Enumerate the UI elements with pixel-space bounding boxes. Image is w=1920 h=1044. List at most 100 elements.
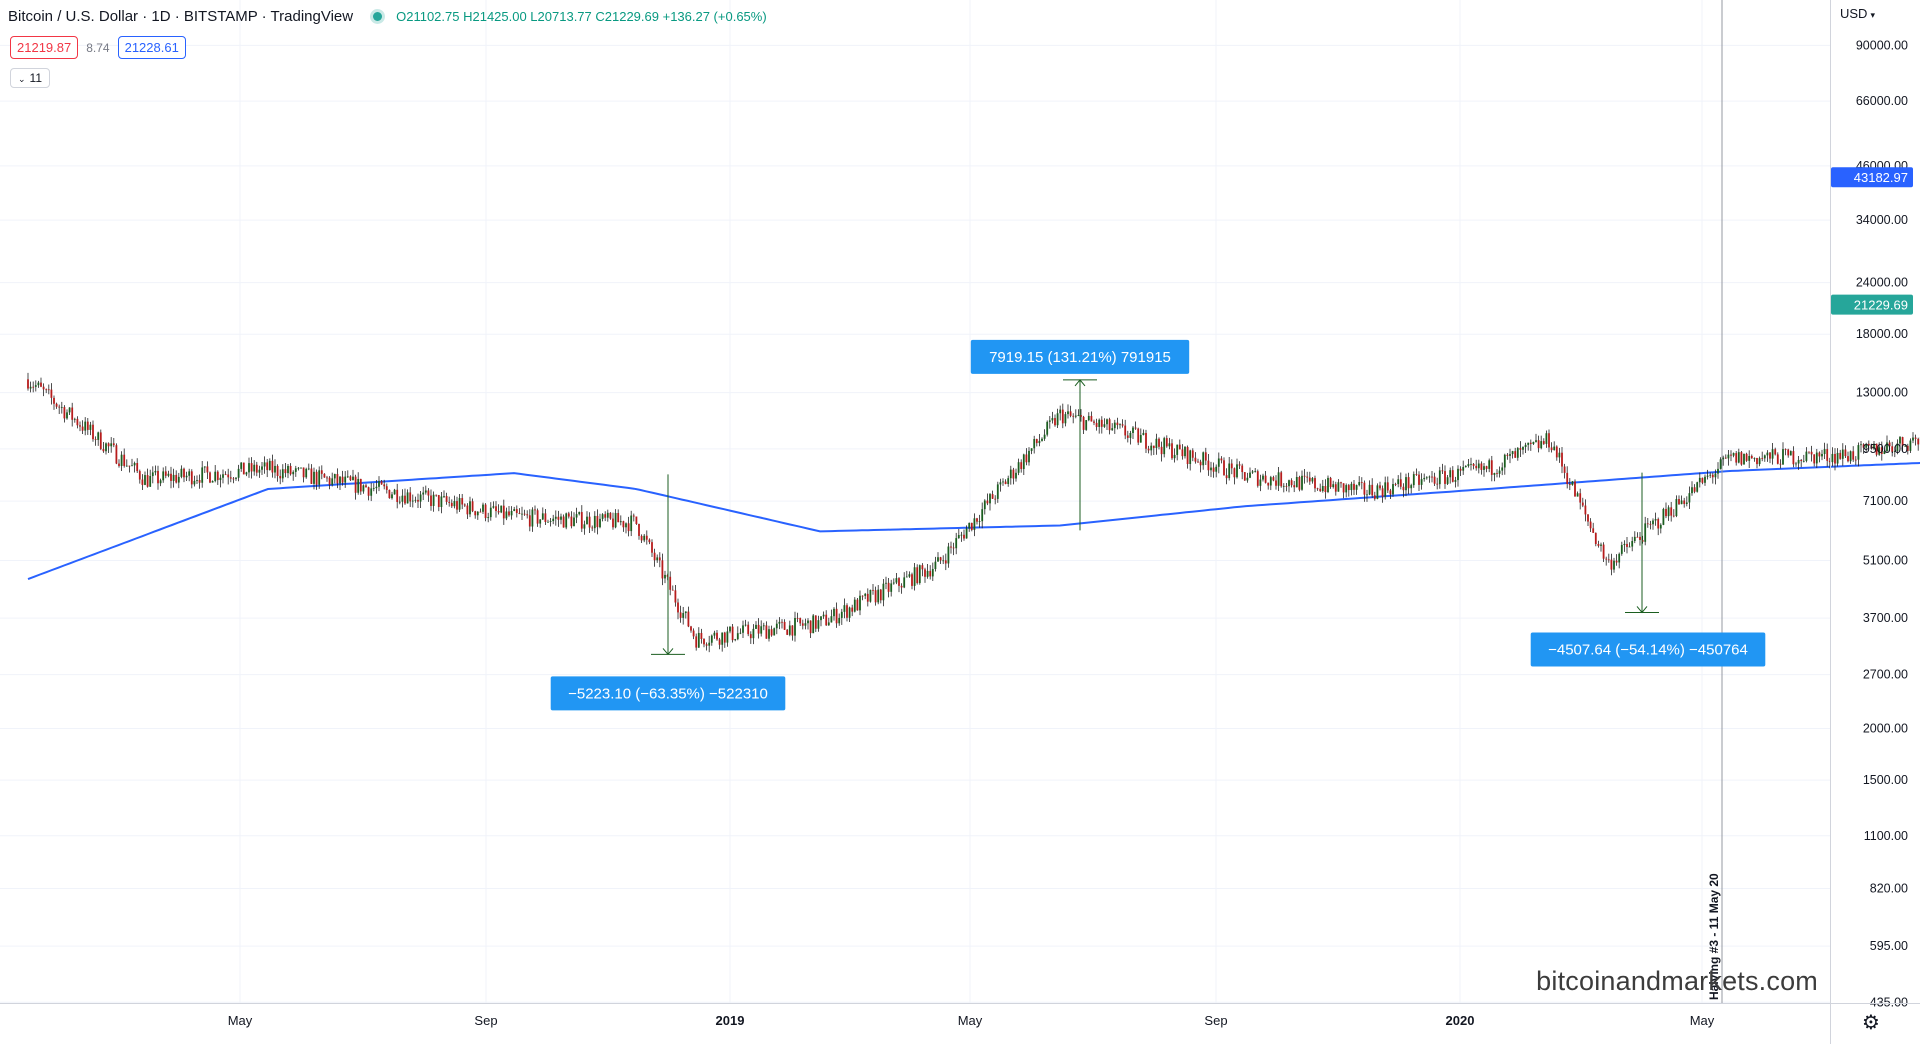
candle-body: [1134, 427, 1137, 429]
candle-body: [869, 589, 872, 602]
candle-body: [305, 468, 308, 478]
candle-body: [1451, 470, 1454, 482]
candle-body: [697, 632, 700, 648]
time-label: May: [1690, 1013, 1715, 1028]
price-tick-label: 90000.00: [1856, 38, 1908, 52]
price-axis-divider: [1830, 0, 1831, 1044]
candle-body: [318, 470, 321, 485]
candle-body: [822, 614, 825, 617]
candle-body: [258, 469, 261, 473]
candle-body: [190, 471, 193, 485]
time-label: Sep: [1204, 1013, 1227, 1028]
candle-body: [630, 515, 633, 532]
candle-body: [1423, 477, 1426, 480]
candle-body: [357, 478, 360, 493]
candle-body: [1093, 421, 1095, 423]
candle-body: [281, 469, 284, 479]
ohlc-readout: O21102.75 H21425.00 L20713.77 C21229.69 …: [396, 9, 767, 24]
candle-body: [976, 518, 978, 522]
candle-body: [255, 464, 258, 473]
candle-body: [1425, 477, 1428, 479]
candle-body: [1340, 482, 1342, 484]
candle-body: [341, 476, 344, 483]
candle-body: [635, 516, 638, 525]
currency-selector[interactable]: USD ▾: [1840, 6, 1875, 21]
gear-icon[interactable]: ⚙: [1862, 1012, 1880, 1034]
candle-body: [1618, 553, 1621, 563]
candle-body: [1623, 543, 1626, 546]
candle-body: [29, 386, 32, 389]
candle-body: [229, 477, 232, 479]
candle-body: [1464, 466, 1467, 468]
candle-body: [448, 501, 451, 503]
candle-body: [1428, 476, 1431, 478]
candle-body: [1285, 485, 1288, 487]
candle-body: [957, 535, 960, 539]
candle-body: [339, 476, 341, 484]
candle-body: [1912, 437, 1914, 441]
candle-body: [994, 498, 997, 500]
candle-body: [63, 407, 66, 419]
candle-body: [1537, 440, 1540, 449]
candle-body: [284, 469, 287, 474]
candle-body: [965, 528, 968, 539]
candle-body: [1891, 446, 1894, 452]
candle-body: [539, 519, 542, 524]
candle-body: [68, 407, 71, 413]
candle-body: [484, 504, 487, 519]
candle-body: [1163, 438, 1166, 455]
candle-body: [1730, 454, 1732, 456]
candle-body: [838, 617, 841, 624]
candle-body: [71, 407, 74, 420]
candle-body: [1805, 451, 1808, 461]
indicators-collapse-button[interactable]: ⌄ 11: [10, 68, 51, 88]
candle-body: [1571, 481, 1574, 485]
candle-body: [323, 473, 326, 478]
candle-body: [183, 468, 185, 478]
symbol-title[interactable]: Bitcoin / U.S. Dollar · 1D · BITSTAMP · …: [8, 8, 354, 25]
candle-body: [476, 511, 479, 516]
candle-body: [734, 639, 737, 641]
candle-body: [1516, 448, 1519, 458]
candle-body: [968, 522, 971, 529]
candle-body: [115, 445, 118, 464]
indicator-right-value[interactable]: 21228.61: [117, 36, 186, 59]
candle-body: [1776, 454, 1779, 464]
candle-body: [1459, 468, 1462, 471]
candle-body: [203, 466, 206, 468]
candle-body: [1904, 445, 1907, 447]
candle-body: [346, 476, 349, 478]
candle-body: [1555, 446, 1558, 458]
candle-body: [781, 621, 783, 623]
candle-body: [1631, 540, 1634, 547]
candle-body: [1493, 473, 1496, 475]
candle-body: [224, 474, 227, 476]
candle-body: [1659, 524, 1662, 529]
measure-label-box: [1530, 632, 1766, 667]
candle-body: [1418, 474, 1420, 485]
price-tick-label: 18000.00: [1856, 327, 1908, 341]
candle-body: [86, 421, 89, 430]
candle-body: [253, 464, 256, 472]
candle-body: [523, 513, 526, 515]
candle-body: [986, 500, 989, 504]
candle-body: [1532, 441, 1535, 444]
candle-body: [146, 475, 149, 487]
candle-body: [1301, 475, 1303, 490]
candle-body: [1883, 451, 1886, 454]
candle-body: [1207, 460, 1210, 471]
candle-body: [1462, 467, 1465, 471]
candle-body: [562, 516, 565, 528]
candle-body: [1217, 458, 1220, 467]
candle-body: [648, 539, 651, 543]
candle-body: [1061, 409, 1064, 424]
candle-body: [1685, 502, 1688, 504]
candle-body: [638, 524, 640, 536]
candle-body: [593, 515, 596, 529]
candle-body: [1171, 443, 1173, 459]
candle-body: [1802, 460, 1805, 462]
indicator-left-value[interactable]: 21219.87: [10, 36, 79, 59]
candle-body: [367, 487, 370, 496]
candle-body: [908, 574, 911, 577]
